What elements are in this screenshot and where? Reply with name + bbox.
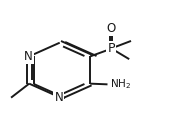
Text: N: N (54, 91, 63, 104)
Text: N: N (24, 50, 33, 63)
Text: O: O (106, 22, 116, 35)
Text: NH$_2$: NH$_2$ (110, 77, 131, 91)
Text: P: P (107, 42, 115, 55)
